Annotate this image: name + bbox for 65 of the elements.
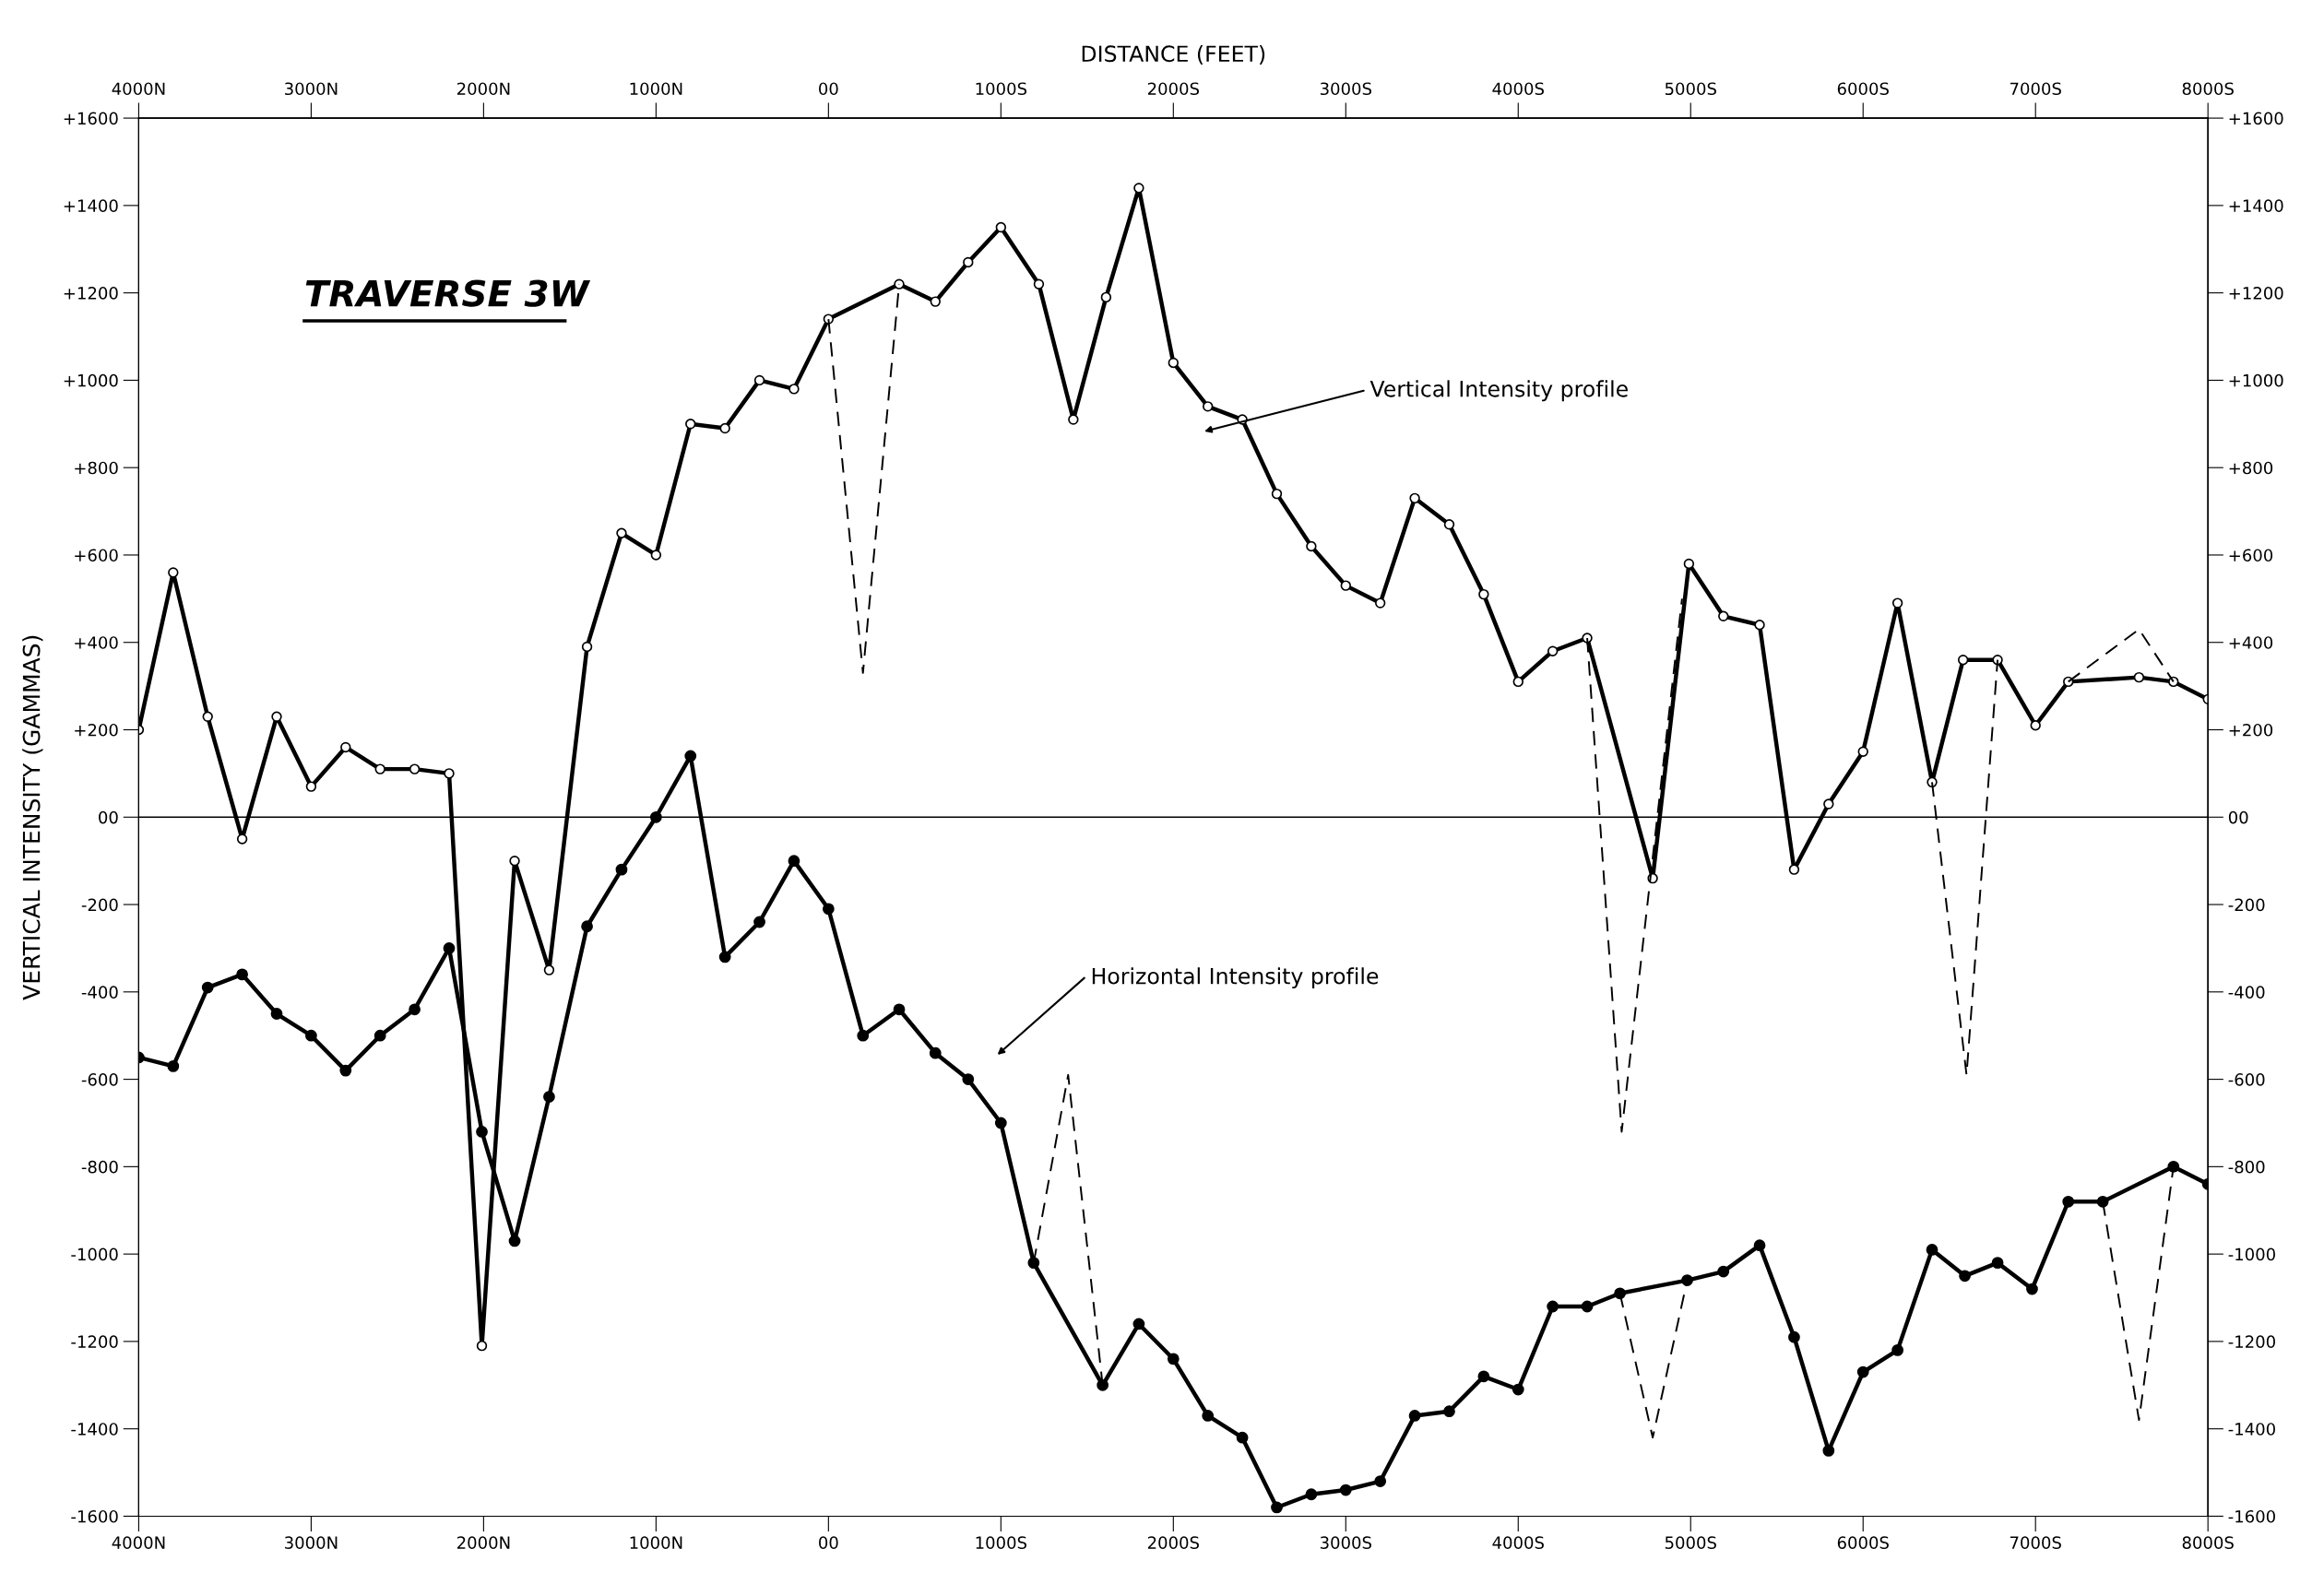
y2-tick-label: -400 — [2228, 986, 2265, 999]
y2-tick-label: -600 — [2228, 1073, 2265, 1086]
x2-tick-label: 4000N — [112, 82, 165, 96]
text: TRAVERSE 3W — [305, 279, 591, 307]
y-tick-label: -200 — [81, 898, 118, 912]
y-tick-label: +800 — [75, 461, 118, 475]
y-tick-label: +200 — [75, 723, 118, 737]
y2-tick-label: -1000 — [2228, 1247, 2275, 1261]
y-tick-label: +1400 — [64, 199, 118, 212]
y-tick-label: +400 — [75, 636, 118, 649]
y2-tick-label: +600 — [2229, 549, 2273, 562]
x-tick-label: 3000N — [285, 1536, 338, 1549]
x2-tick-label: 2000N — [456, 82, 510, 96]
x2-tick-label: 3000S — [1320, 82, 1371, 96]
y-tick-label: +600 — [75, 549, 118, 562]
x2-tick-label: 3000N — [285, 82, 338, 96]
y2-tick-label: -1400 — [2228, 1423, 2275, 1436]
x2-tick-label: 1000S — [976, 82, 1027, 96]
y-tick-label: +1200 — [64, 287, 118, 300]
y-tick-label: +1600 — [64, 112, 118, 125]
x2-tick-label: 2000S — [1147, 82, 1199, 96]
y2-tick-label: -200 — [2228, 898, 2265, 912]
y-tick-label: +1000 — [64, 373, 118, 387]
x-tick-label: 6000S — [1837, 1536, 1889, 1549]
y-axis-title: VERTICAL INTENSITY (GAMMAS) — [22, 635, 43, 1000]
y2-tick-label: -1600 — [2228, 1509, 2275, 1523]
x2-tick-label: 7000S — [2010, 82, 2061, 96]
y2-tick-label: +200 — [2229, 723, 2273, 737]
y2-tick-label: +1600 — [2229, 112, 2283, 125]
y2-tick-label: +1200 — [2229, 287, 2283, 300]
x-tick-label: 2000S — [1147, 1536, 1199, 1549]
y2-tick-label: +1000 — [2229, 373, 2283, 387]
x2-tick-label: 6000S — [1837, 82, 1889, 96]
y-tick-label: -400 — [81, 986, 118, 999]
y-tick-label: -1400 — [71, 1423, 118, 1436]
y2-tick-label: +400 — [2229, 636, 2273, 649]
x2-axis-title: DISTANCE (FEET) — [1082, 44, 1265, 65]
x-tick-label: 4000S — [1492, 1536, 1544, 1549]
y2-tick-label: +800 — [2229, 461, 2273, 475]
y2-tick-label: 00 — [2228, 810, 2248, 824]
y-tick-label: -800 — [81, 1160, 118, 1174]
x-tick-label: 7000S — [2010, 1536, 2061, 1549]
x2-tick-label: 00 — [819, 82, 838, 96]
x-tick-label: 00 — [819, 1536, 838, 1549]
x-tick-label: 4000N — [112, 1536, 165, 1549]
y-tick-label: -1600 — [71, 1509, 118, 1523]
annotation: Horizontal Intensity profile — [1092, 967, 1379, 989]
y2-tick-label: -1200 — [2228, 1335, 2275, 1349]
x2-tick-label: 5000S — [1665, 82, 1716, 96]
x2-tick-label: 8000S — [2182, 82, 2234, 96]
x2-tick-label: 1000N — [630, 82, 682, 96]
y-tick-label: -600 — [81, 1073, 118, 1086]
x-tick-label: 8000S — [2182, 1536, 2234, 1549]
x2-tick-label: 4000S — [1492, 82, 1544, 96]
y2-tick-label: +1400 — [2229, 199, 2283, 212]
x-tick-label: 5000S — [1665, 1536, 1716, 1549]
y2-tick-label: -800 — [2228, 1160, 2265, 1174]
annotation: Vertical Intensity profile — [1369, 380, 1628, 402]
x-tick-label: 2000N — [456, 1536, 510, 1549]
y-tick-label: 00 — [99, 810, 118, 824]
y-tick-label: -1200 — [71, 1335, 118, 1349]
x-tick-label: 1000N — [630, 1536, 682, 1549]
x-tick-label: 1000S — [976, 1536, 1027, 1549]
y-tick-label: -1000 — [71, 1247, 118, 1261]
x-tick-label: 3000S — [1320, 1536, 1371, 1549]
